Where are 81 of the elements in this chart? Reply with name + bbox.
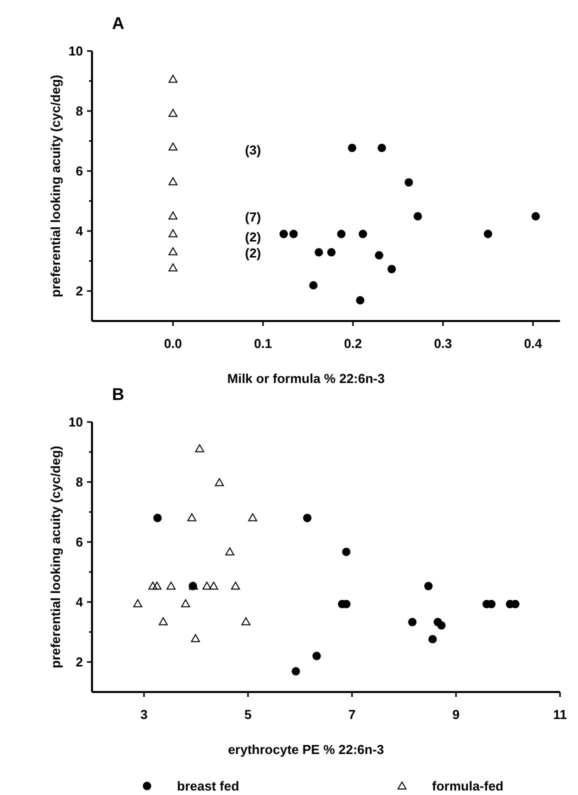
point <box>133 599 142 608</box>
point <box>292 667 300 676</box>
point <box>303 514 312 522</box>
point <box>168 247 178 256</box>
x-tick-label: 3 <box>140 707 148 722</box>
point <box>314 248 323 256</box>
point <box>168 108 178 117</box>
point <box>168 263 178 272</box>
annotation: (7) <box>245 210 261 225</box>
point <box>168 142 178 150</box>
point <box>166 582 176 590</box>
y-tick-label: 2 <box>76 654 83 670</box>
annotation: (3) <box>245 142 261 158</box>
annotation: (2) <box>245 230 261 245</box>
y-tick-label: 6 <box>76 534 83 550</box>
x-tick-label: 11 <box>553 707 567 722</box>
x-tick-label: 0.3 <box>434 336 452 351</box>
point <box>168 229 178 238</box>
y-axis-title: preferential looking acuity (cyc/deg) <box>48 446 63 668</box>
point <box>248 513 258 522</box>
point <box>404 178 413 187</box>
point <box>214 478 224 486</box>
point <box>356 296 364 304</box>
point <box>312 652 321 660</box>
point <box>152 582 162 590</box>
x-tick-label: 0.2 <box>344 336 362 351</box>
point <box>327 248 336 256</box>
point <box>309 281 318 290</box>
point <box>181 599 190 608</box>
x-axis-title: Milk or formula % 22:6n-3 <box>227 371 385 386</box>
y-tick-label: 8 <box>76 474 83 490</box>
x-tick-label: 0.0 <box>164 336 182 351</box>
point <box>190 634 200 642</box>
point <box>280 230 288 238</box>
point <box>437 621 446 630</box>
y-tick-label: 4 <box>76 594 84 610</box>
point <box>202 582 212 590</box>
point <box>231 582 240 590</box>
point <box>424 582 433 590</box>
point <box>168 177 178 186</box>
point <box>187 513 196 522</box>
y-tick-label: 8 <box>76 104 83 119</box>
x-axis-title: erythrocyte PE % 22:6n-3 <box>228 742 384 757</box>
point <box>337 230 346 238</box>
y-tick-label: 6 <box>76 164 83 179</box>
point <box>378 144 386 152</box>
point <box>241 617 250 626</box>
x-tick-label: 0.4 <box>524 336 543 351</box>
annotation: (2) <box>245 246 261 261</box>
point <box>168 74 178 83</box>
y-tick-label: 10 <box>68 44 83 59</box>
point <box>225 547 234 556</box>
point <box>358 230 368 238</box>
point <box>428 635 437 644</box>
point <box>374 251 384 260</box>
x-tick-label: 9 <box>452 707 460 722</box>
point <box>289 230 298 238</box>
point <box>158 617 168 626</box>
point <box>195 444 204 452</box>
point <box>348 144 356 152</box>
chart-title: B <box>112 385 124 404</box>
point <box>153 514 162 522</box>
point <box>414 212 422 220</box>
point <box>532 212 540 220</box>
point <box>484 230 492 238</box>
legend-label: formula-fed <box>432 778 504 794</box>
y-tick-label: 10 <box>68 414 83 430</box>
point <box>209 582 218 590</box>
point <box>388 264 396 274</box>
x-tick-label: 0.1 <box>254 336 272 351</box>
x-tick-label: 7 <box>348 707 356 722</box>
point <box>148 582 158 590</box>
y-axis-title: preferential looking acuity (cyc/deg) <box>48 74 63 298</box>
legend-label: breast fed <box>177 778 240 794</box>
point <box>408 618 417 626</box>
point <box>342 548 350 556</box>
chart-title: A <box>112 14 124 33</box>
point <box>168 212 178 220</box>
y-tick-label: 2 <box>76 284 83 299</box>
x-tick-label: 5 <box>244 707 252 722</box>
y-tick-label: 4 <box>76 224 84 239</box>
